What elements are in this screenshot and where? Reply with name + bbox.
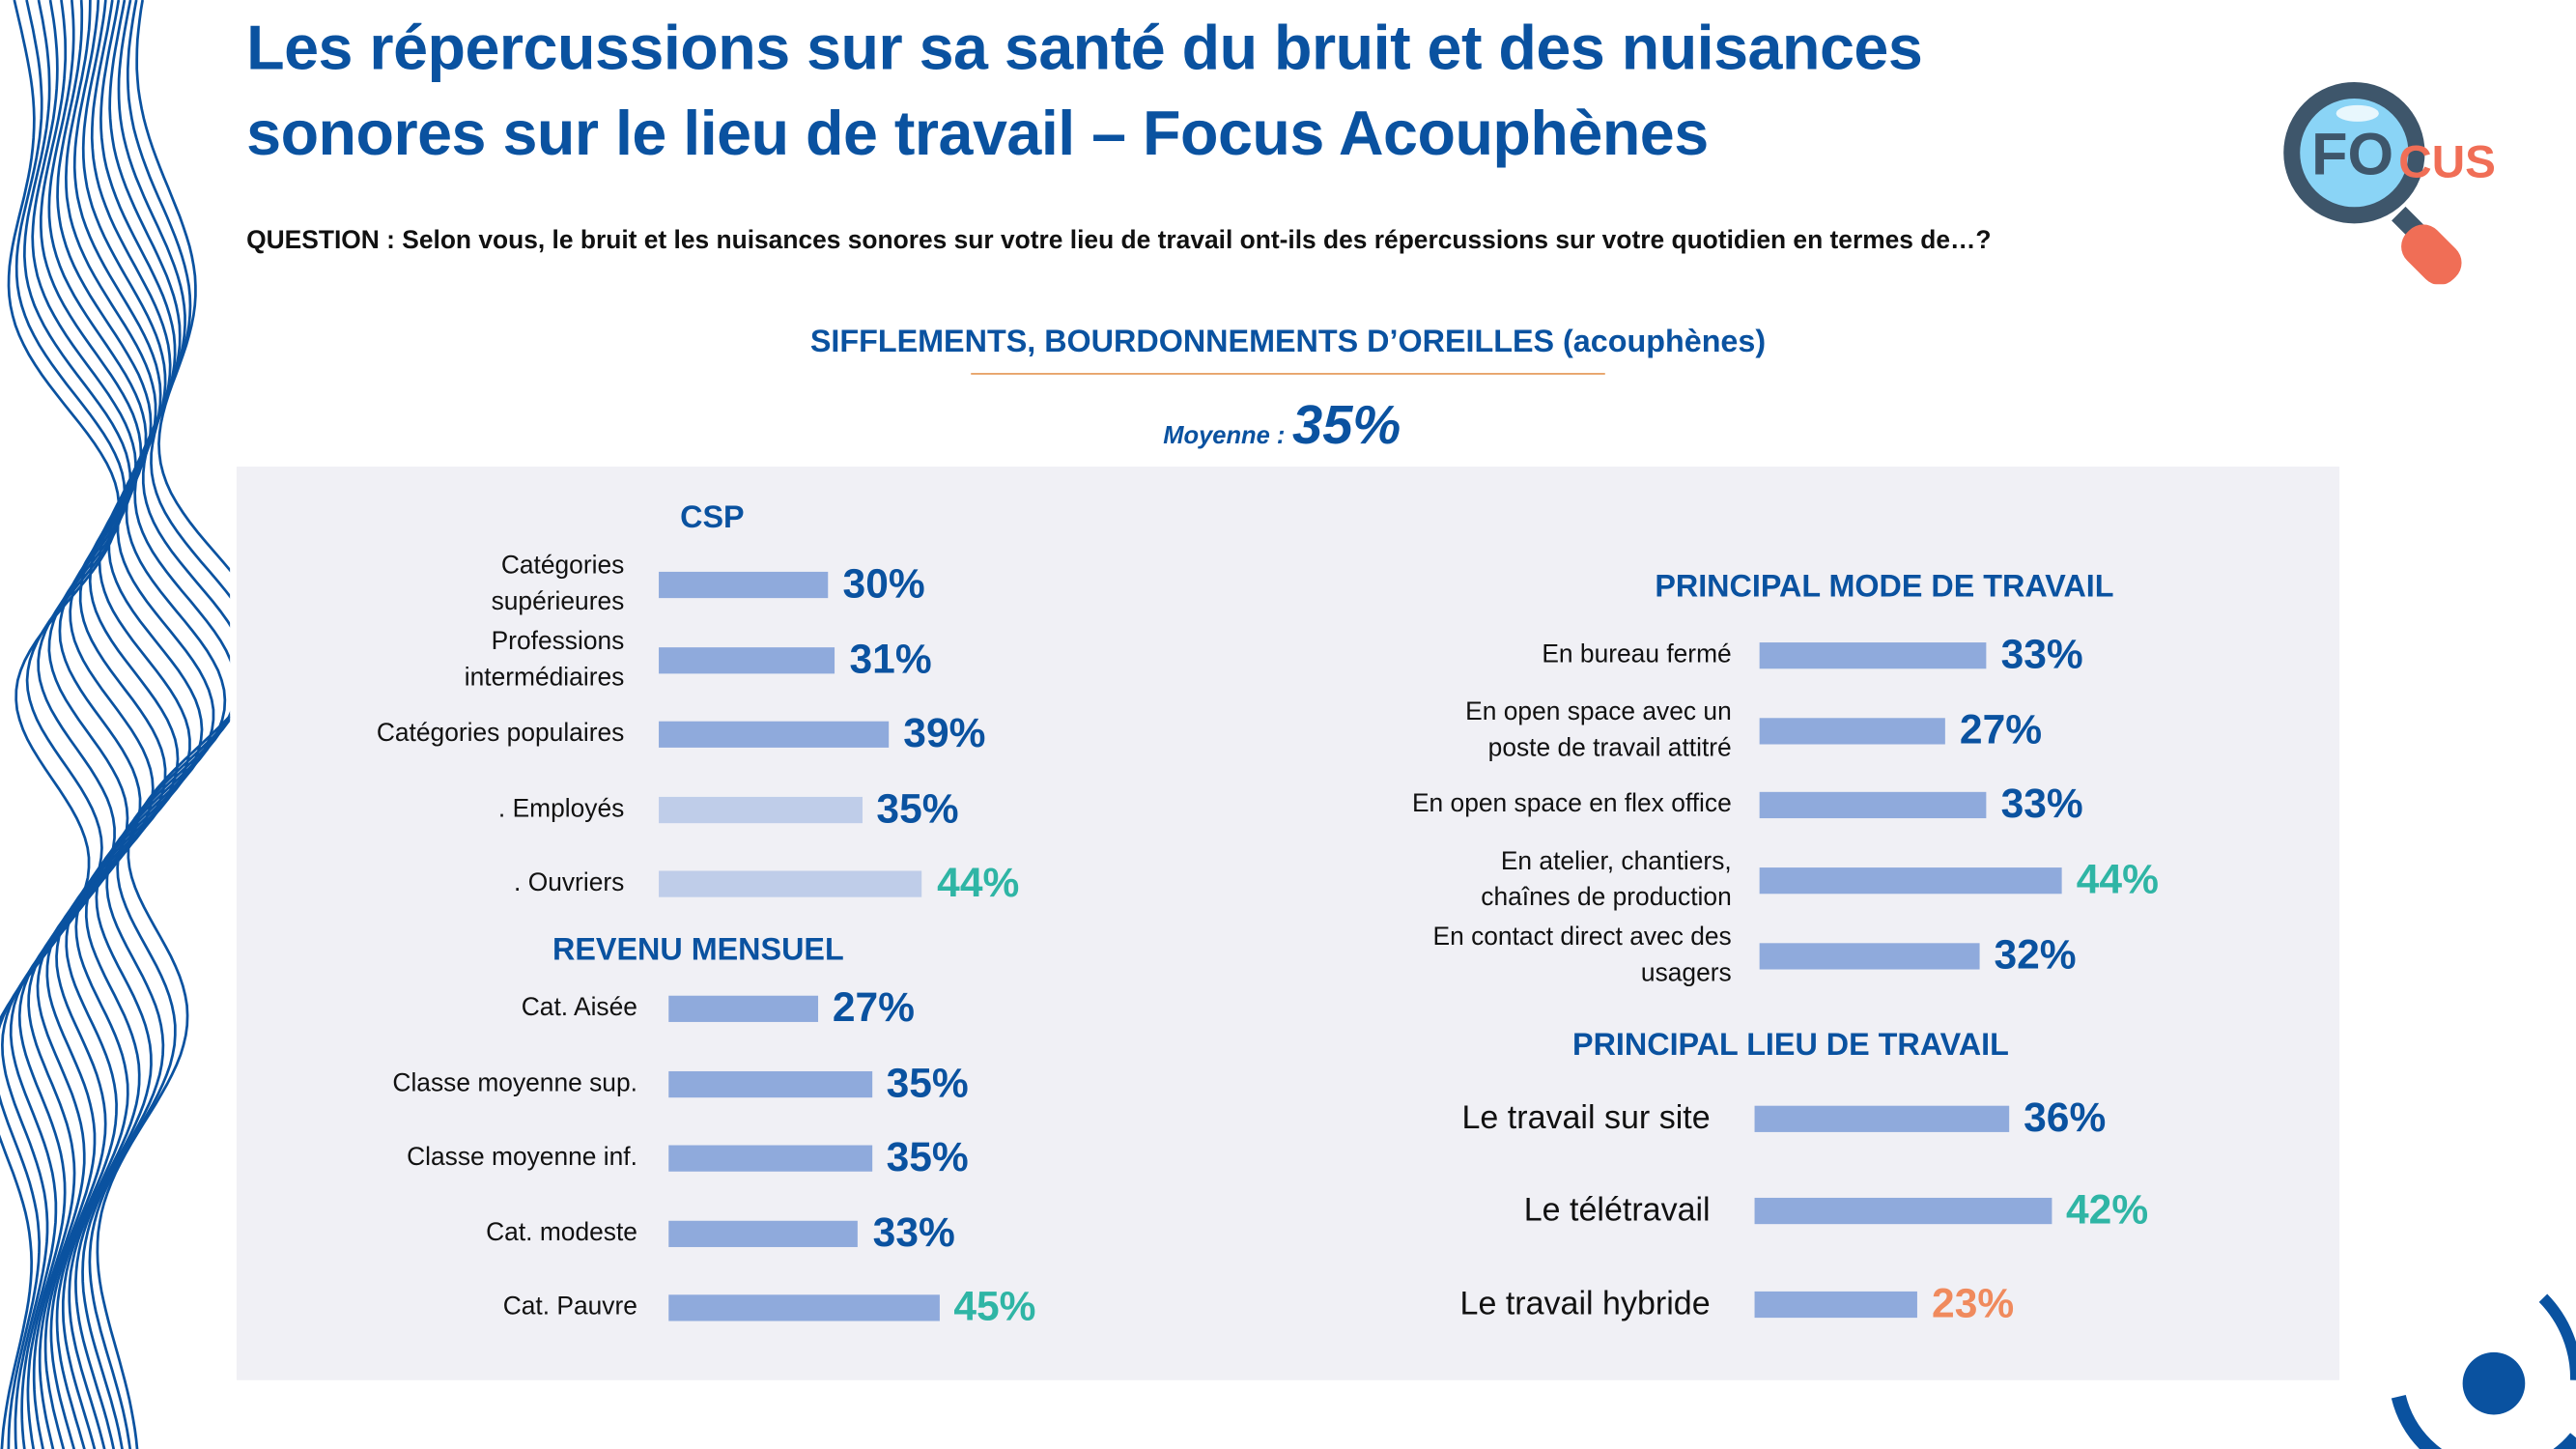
bar: [1754, 1197, 2052, 1225]
data-label: 33%: [2000, 631, 2083, 678]
bar-label: Cat. modeste: [486, 1219, 637, 1247]
bar: [1759, 867, 2062, 895]
bar-label: Le télétravail: [1523, 1192, 1711, 1229]
average: Moyenne : 35%: [1163, 394, 1401, 457]
bar-label: Catégories supérieures: [491, 552, 625, 616]
bar-label: . Employés: [497, 795, 625, 824]
magnifier-icon: [2283, 82, 2462, 285]
bar-label: Professions intermédiaires: [464, 627, 625, 693]
bar: [1754, 1291, 1917, 1319]
bar-label: En contact direct avec des usagers: [1432, 923, 1732, 988]
data-label: 45%: [953, 1284, 1036, 1330]
data-label: 27%: [832, 984, 915, 1032]
data-label: 30%: [842, 560, 925, 608]
bar-label: Classe moyenne sup.: [392, 1069, 637, 1098]
bar: [659, 870, 922, 897]
title-line-2: sonores sur le lieu de travail – Focus A…: [246, 99, 1709, 170]
focus-logo: FO CUS: [2276, 74, 2496, 285]
chart-title: SIFFLEMENTS, BOURDONNEMENTS D’OREILLES (…: [809, 325, 1767, 360]
bar-label: Cat. Aisée: [521, 994, 637, 1022]
data-label: 23%: [1932, 1280, 2015, 1327]
chart-panel: [236, 467, 2340, 1380]
bar-label: En open space en flex office: [1411, 790, 1732, 819]
group-heading: PRINCIPAL LIEU DE TRAVAIL: [1572, 1028, 2009, 1064]
bar: [668, 1070, 872, 1098]
data-label: 33%: [872, 1209, 955, 1257]
bar: [659, 796, 863, 824]
bar: [659, 571, 829, 599]
page-title: Les répercussions sur sa santé du bruit …: [246, 7, 1923, 178]
bar-label: Classe moyenne inf.: [407, 1143, 637, 1172]
data-label: 35%: [886, 1060, 969, 1107]
group-heading: REVENU MENSUEL: [552, 933, 844, 968]
bar-label: . Ouvriers: [514, 868, 625, 897]
bar-label: Le travail hybride: [1459, 1286, 1711, 1322]
bar-label: Catégories populaires: [376, 719, 625, 748]
bar: [1759, 943, 1980, 970]
data-label: 42%: [2066, 1186, 2149, 1234]
corner-circle-decoration: [2391, 1293, 2576, 1449]
bar: [1759, 718, 1945, 745]
data-label: 44%: [937, 860, 1020, 907]
bar: [668, 1145, 872, 1172]
wave-decoration: [0, 0, 231, 1449]
bar: [1759, 791, 1987, 819]
bar: [659, 721, 889, 748]
data-label: 39%: [903, 710, 986, 757]
question-text: QUESTION : Selon vous, le bruit et les n…: [246, 226, 1992, 255]
logo-text-fo: FO: [2311, 120, 2394, 187]
average-label: Moyenne :: [1163, 422, 1286, 451]
bar: [1754, 1105, 2009, 1132]
group-heading: CSP: [680, 500, 745, 536]
bar-label: Cat. Pauvre: [502, 1293, 637, 1321]
group-heading: PRINCIPAL MODE DE TRAVAIL: [1655, 570, 2114, 605]
bar-label: En open space avec un poste de travail a…: [1465, 697, 1732, 763]
title-underline: [971, 373, 1605, 375]
bar-label: Le travail sur site: [1461, 1100, 1711, 1137]
logo-text-cus: CUS: [2398, 136, 2496, 187]
data-label: 27%: [1959, 707, 2043, 753]
data-label: 35%: [886, 1134, 969, 1181]
data-label: 32%: [1994, 932, 2077, 979]
bar-label: En bureau fermé: [1542, 640, 1732, 669]
data-label: 33%: [2000, 781, 2083, 828]
bar: [659, 647, 835, 674]
average-value: 35%: [1291, 394, 1401, 456]
bar: [668, 995, 818, 1022]
title-line-1: Les répercussions sur sa santé du bruit …: [246, 14, 1923, 84]
bar: [668, 1220, 859, 1247]
bar: [1759, 642, 1987, 669]
data-label: 35%: [876, 785, 959, 833]
bar-label: En atelier, chantiers, chaînes de produc…: [1481, 847, 1732, 912]
data-label: 31%: [849, 637, 932, 683]
data-label: 36%: [2024, 1094, 2107, 1142]
data-label: 44%: [2076, 857, 2159, 903]
bar: [668, 1294, 940, 1321]
